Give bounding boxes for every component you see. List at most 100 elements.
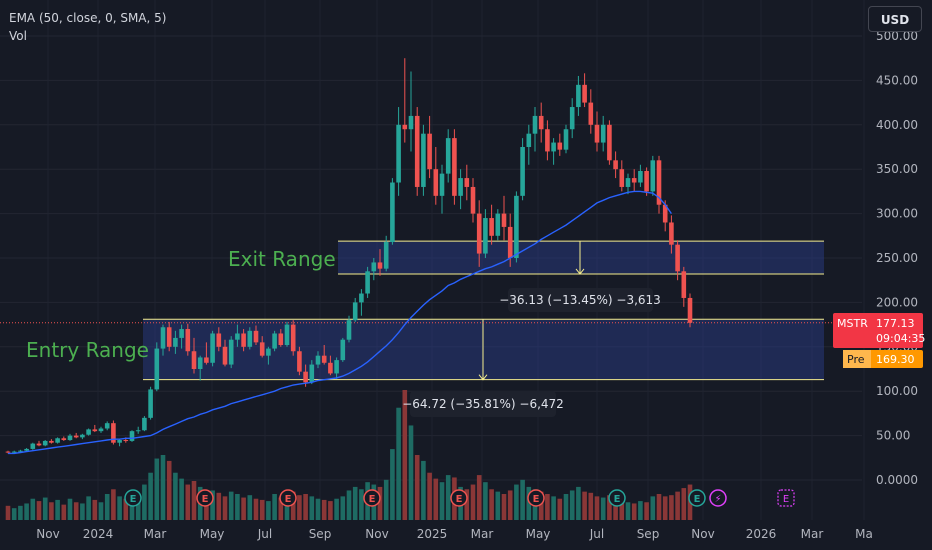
lightning-glyph-icon: ⚡ xyxy=(714,494,721,505)
volume-bar xyxy=(272,494,277,520)
candle-body xyxy=(569,107,575,130)
candle-body xyxy=(538,115,544,130)
candle-body xyxy=(414,115,420,187)
volume-bar xyxy=(92,499,98,520)
candle-body xyxy=(185,329,191,352)
time-tick-label: May xyxy=(526,527,551,541)
candle-body xyxy=(340,339,346,361)
candle-body xyxy=(607,124,612,161)
candle-body xyxy=(377,262,383,269)
candle-body xyxy=(104,423,110,429)
volume-bar xyxy=(408,425,414,520)
volume-bar xyxy=(396,407,401,520)
volume-legend[interactable]: Vol xyxy=(9,29,27,43)
volume-bar xyxy=(557,498,563,520)
candle-body xyxy=(576,84,581,108)
price-tick-label: 350.00 xyxy=(876,162,918,176)
candle-body xyxy=(111,423,116,443)
time-tick-label: Mar xyxy=(471,527,494,541)
volume-bar xyxy=(359,489,364,520)
volume-bar xyxy=(520,479,525,520)
candle-body xyxy=(483,218,488,254)
candle-body xyxy=(30,443,36,449)
volume-bar xyxy=(619,499,625,520)
volume-bar xyxy=(49,502,54,520)
volume-bar xyxy=(569,490,575,520)
candle-body xyxy=(148,389,153,418)
volume-bar xyxy=(210,490,215,520)
volume-bar xyxy=(588,492,594,520)
time-tick-label: Nov xyxy=(691,527,714,541)
candle-body xyxy=(675,244,680,272)
price-tick-label: 500.00 xyxy=(876,29,918,43)
candle-body xyxy=(67,435,73,441)
volume-bar xyxy=(445,475,451,520)
candle-body xyxy=(228,339,234,365)
candle-body xyxy=(687,297,693,323)
candle-body xyxy=(458,178,463,196)
candle-body xyxy=(594,124,600,143)
volume-bar xyxy=(160,455,166,520)
volume-bar xyxy=(476,475,482,520)
volume-bar xyxy=(123,498,129,520)
candle-body xyxy=(650,160,656,192)
candle-body xyxy=(613,160,618,170)
price-tick-label: 0.0000 xyxy=(876,473,918,487)
volume-bar xyxy=(625,502,631,520)
price-tick-label: 400.00 xyxy=(876,118,918,132)
earnings-letter-icon: E xyxy=(369,494,376,505)
candle-body xyxy=(315,355,321,365)
candle-body xyxy=(247,330,253,347)
candle-body xyxy=(191,351,197,369)
candle-body xyxy=(464,178,470,187)
volume-bar xyxy=(607,495,612,520)
volume-bar xyxy=(507,490,513,520)
volume-bar xyxy=(489,489,494,520)
volume-bar xyxy=(142,484,147,520)
volume-bar xyxy=(545,494,550,520)
time-tick-label: Sep xyxy=(637,527,660,541)
candle-body xyxy=(11,451,17,453)
candle-body xyxy=(235,333,240,340)
volume-bar xyxy=(247,495,253,520)
candle-body xyxy=(266,348,271,356)
candle-body xyxy=(173,337,178,347)
volume-bar xyxy=(414,455,420,520)
currency-button[interactable]: USD xyxy=(868,6,922,32)
candle-body xyxy=(117,440,122,443)
ema-legend[interactable]: EMA (50, close, 0, SMA, 5) xyxy=(9,11,167,25)
earnings-icon xyxy=(688,489,706,507)
volume-bar xyxy=(334,498,339,520)
volume-bar xyxy=(309,496,315,520)
candle-body xyxy=(600,124,606,143)
candle-body xyxy=(86,429,91,435)
volume-bar xyxy=(538,491,544,520)
entry-measure-box xyxy=(410,391,556,417)
time-tick-label: Ma xyxy=(855,527,873,541)
candle-body xyxy=(24,448,29,451)
volume-bar xyxy=(166,460,172,520)
time-tick-label: May xyxy=(200,527,225,541)
volume-bar xyxy=(297,495,302,520)
candle-body xyxy=(259,342,265,356)
volume-bar xyxy=(24,503,29,520)
candle-body xyxy=(334,360,339,374)
volume-bar xyxy=(340,496,346,520)
volume-bar xyxy=(241,497,246,520)
volume-bar xyxy=(470,484,476,520)
time-tick-label: Jul xyxy=(589,527,604,541)
candle-body xyxy=(588,102,594,125)
candle-body xyxy=(619,169,625,187)
volume-bar xyxy=(173,472,178,520)
volume-bar xyxy=(30,498,36,520)
earnings-icon xyxy=(450,489,468,507)
exit-range-band xyxy=(338,241,824,274)
volume-bar xyxy=(526,486,532,520)
volume-bar xyxy=(383,479,389,520)
candle-body xyxy=(197,357,203,369)
candle-body xyxy=(557,142,563,150)
candle-body xyxy=(80,434,85,438)
candle-body xyxy=(253,330,259,343)
candle-body xyxy=(61,438,67,441)
